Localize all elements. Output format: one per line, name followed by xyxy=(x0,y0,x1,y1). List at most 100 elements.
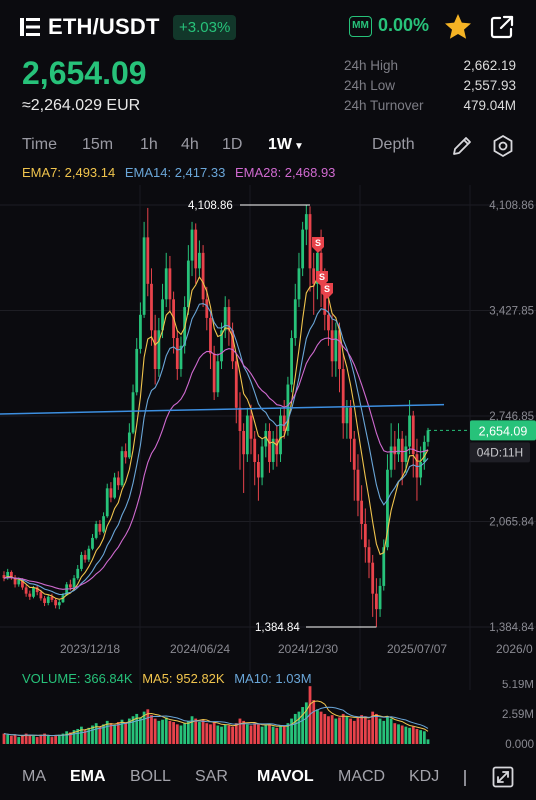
indicator-bar: MA EMA BOLL SAR MAVOL MACD KDJ xyxy=(0,760,536,796)
trendline xyxy=(0,403,445,415)
volume-bar xyxy=(94,723,98,744)
volume-bar xyxy=(275,727,279,744)
candle-body xyxy=(212,353,216,393)
indicator-macd[interactable]: MACD xyxy=(338,768,386,785)
candle-body xyxy=(83,554,87,560)
indicator-ma[interactable]: MA xyxy=(22,768,46,785)
volume-bar xyxy=(76,728,80,744)
pencil-icon[interactable] xyxy=(451,135,473,157)
candle-body xyxy=(9,571,13,578)
volume-bar xyxy=(356,717,360,744)
volume-bar xyxy=(13,734,17,744)
candle-body xyxy=(72,578,76,588)
x-axis-tick: 2025/07/07 xyxy=(387,642,447,656)
volume-bar xyxy=(257,724,260,744)
indicator-ema[interactable]: EMA xyxy=(70,768,106,785)
pair-title[interactable]: ETH/USDT xyxy=(48,14,160,39)
candle-body xyxy=(334,330,338,362)
ema28-line xyxy=(3,337,429,590)
volume-bar xyxy=(2,733,6,744)
candlestick-chart[interactable]: SSS4,108.863,427.852,746.852,065.841,384… xyxy=(0,185,536,690)
volume-bar xyxy=(400,725,404,744)
tab-1w[interactable]: 1W ▼ xyxy=(268,136,304,153)
expand-icon[interactable] xyxy=(492,766,514,788)
volume-bar xyxy=(304,702,308,744)
candle-body xyxy=(54,599,58,606)
star-icon[interactable] xyxy=(443,12,473,42)
candle-body xyxy=(415,454,419,478)
fiat-price: ≈2,264.029 EUR xyxy=(22,97,141,114)
x-axis-tick: 2024/06/24 xyxy=(170,642,230,656)
stat-24h-high: 24h High 2,662.19 xyxy=(344,58,516,73)
volume-bar xyxy=(264,725,268,744)
candle-body xyxy=(227,307,231,331)
candle-body xyxy=(109,488,113,498)
indicator-sar[interactable]: SAR xyxy=(195,768,228,785)
indicator-mavol[interactable]: MAVOL xyxy=(257,768,314,785)
volume-chart: 5.19M 2.59M 0.000 xyxy=(2,680,534,750)
volume-bar xyxy=(290,718,293,744)
candle-body xyxy=(50,596,54,600)
volume-bar xyxy=(142,711,146,744)
volume-ma5-line xyxy=(3,700,429,737)
volume-bar xyxy=(205,723,209,744)
candle-body xyxy=(297,268,301,300)
indicator-boll[interactable]: BOLL xyxy=(130,768,171,785)
candle-body xyxy=(275,438,279,455)
volume-bar xyxy=(334,718,338,744)
volume-bar xyxy=(341,713,345,744)
indicator-kdj[interactable]: KDJ xyxy=(409,768,440,785)
volume-bar xyxy=(139,717,142,744)
candle-body xyxy=(268,431,271,462)
candle-body xyxy=(426,430,430,442)
volume-bar xyxy=(21,735,24,744)
candle-body xyxy=(238,407,242,432)
share-icon[interactable] xyxy=(489,14,515,40)
tab-depth[interactable]: Depth xyxy=(372,136,415,153)
header: ETH/USDT +3.03% MM 0.00% xyxy=(0,0,536,56)
last-price: 2,654.09 xyxy=(22,55,147,91)
candle-body xyxy=(190,229,194,261)
candle-body xyxy=(260,446,264,478)
volume-bar xyxy=(382,720,386,744)
mm-icon[interactable]: MM xyxy=(349,16,372,37)
candle-body xyxy=(146,237,150,284)
tab-1d[interactable]: 1D xyxy=(222,136,243,153)
candle-body xyxy=(102,516,105,532)
volume-bar xyxy=(279,725,282,744)
tab-4h[interactable]: 4h xyxy=(181,136,199,153)
volume-bar xyxy=(209,724,212,744)
volume-bar xyxy=(80,726,83,744)
volume-bar xyxy=(32,735,35,744)
volume-bar xyxy=(245,724,249,744)
volume-bar xyxy=(28,734,32,744)
candle-body xyxy=(400,438,404,462)
candle-body xyxy=(17,579,21,585)
volume-bar xyxy=(216,725,220,744)
candle-body xyxy=(234,361,238,408)
candle-body xyxy=(28,593,32,597)
volume-bar xyxy=(360,715,364,744)
tab-1h[interactable]: 1h xyxy=(140,136,158,153)
volume-bar xyxy=(146,709,150,744)
mm-value[interactable]: 0.00% xyxy=(378,15,430,35)
menu-icon[interactable] xyxy=(20,17,40,37)
volume-bar xyxy=(50,737,54,744)
tab-time[interactable]: Time xyxy=(22,136,57,153)
sell-marker-label: S xyxy=(324,284,330,294)
candle-body xyxy=(308,214,312,269)
candle-body xyxy=(397,438,400,455)
volume-bar xyxy=(131,716,135,744)
tab-15m[interactable]: 15m xyxy=(82,136,114,153)
volume-bar xyxy=(164,717,168,744)
x-axis-tick: 2024/12/30 xyxy=(278,642,338,656)
volume-bar xyxy=(386,716,389,744)
candle-body xyxy=(153,330,157,370)
volume-bar xyxy=(186,720,190,744)
y-axis-tick: 2,746.85 xyxy=(489,411,534,423)
candle-body xyxy=(201,252,205,300)
volume-bar xyxy=(271,726,275,744)
volume-bar xyxy=(153,718,157,744)
gear-icon[interactable] xyxy=(491,134,515,158)
candle-body xyxy=(279,415,282,455)
